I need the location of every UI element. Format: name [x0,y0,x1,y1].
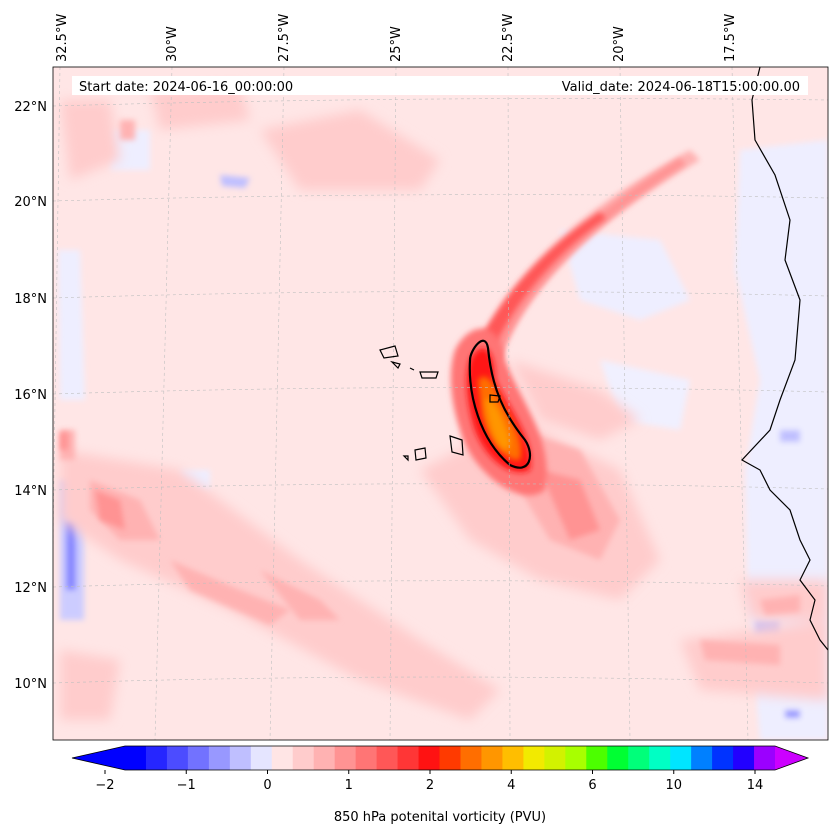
pv-moderate-positive-2 [60,432,600,540]
colorbar-swatch [754,746,776,770]
map-panel: Start date: 2024-06-16_00:00:00 Valid_da… [53,67,828,740]
colorbar-swatch [670,746,692,770]
valid-date-label: Valid_date: 2024-06-18T15:00:00.00 [562,80,800,95]
colorbar-swatch [229,746,252,770]
island-fogo [414,447,427,461]
colorbar-swatch [523,746,545,770]
colorbar-swatch [208,746,231,770]
colorbar-tick-label: 2 [426,778,434,793]
pv-cyclone-core [450,328,547,496]
colorbar-swatch [334,746,357,770]
colorbar-tick-label: 1 [345,778,353,793]
colorbar-tick-label: 0 [263,778,271,793]
lon-label-1: 32.5°W [55,14,70,62]
colorbar-tick-label: −1 [177,778,196,793]
colorbar-swatch [439,746,461,770]
colorbar-swatch [397,746,420,770]
colorbar-swatch [607,746,629,770]
colorbar-swatch [481,746,503,770]
colorbar-swatch [544,746,566,770]
colorbar-tick-label: −2 [95,778,114,793]
island-santo-antao [379,345,399,359]
island-brava [402,455,409,462]
african-coastline [741,67,828,651]
colorbar-label: 850 hPa potenital vorticity (PVU) [334,810,546,825]
lon-label-7: 17.5°W [723,14,738,62]
island-boa-vista [489,394,501,403]
lat-labels: 22°N 20°N 18°N 16°N 14°N 12°N 10°N [14,100,47,692]
island-sao-vicente [390,360,401,370]
lon-labels: 32.5°W 30°W 27.5°W 25°W 22.5°W 20°W 17.5… [55,14,738,62]
graticule [53,67,828,740]
colorbar-swatch [166,746,189,770]
colorbar: −2 −1 0 1 2 4 6 10 14 [71,745,810,793]
colorbar-swatch [712,746,734,770]
colorbar-tick-label: 10 [665,778,682,793]
island-sao-nicolau [419,371,439,379]
colorbar-swatch [691,746,713,770]
colorbar-outline [71,745,810,771]
coastlines [379,67,828,651]
colorbar-swatch [733,746,755,770]
lon-label-6: 20°W [612,26,627,62]
lat-label-4: 16°N [14,388,47,403]
colorbar-tick-label: 14 [747,778,764,793]
colorbar-swatch [250,746,273,770]
colorbar-swatch [125,746,147,770]
colorbar-tick-label: 6 [588,778,596,793]
colorbar-swatch [376,746,399,770]
colorbar-swatch [355,746,378,770]
lon-label-3: 27.5°W [277,14,292,62]
colorbar-swatch [187,746,210,770]
pv-contour-line [468,339,532,469]
info-strip [72,76,808,95]
colorbar-swatch [145,746,168,770]
lat-label-1: 22°N [14,100,47,115]
colorbar-swatch [313,746,336,770]
lat-label-2: 20°N [14,195,47,210]
colorbar-swatch [418,746,441,770]
lon-label-5: 22.5°W [501,14,516,62]
colorbar-swatch [565,746,587,770]
colorbar-swatch [460,746,482,770]
colorbar-swatch [292,746,315,770]
lat-label-6: 12°N [14,581,47,596]
island-santiago [449,435,464,456]
start-date-label: Start date: 2024-06-16_00:00:00 [79,80,293,95]
colorbar-swatch [586,746,608,770]
colorbar-over-arrow [775,746,808,770]
colorbar-swatch [628,746,650,770]
lon-label-2: 30°W [165,26,180,62]
island-santa-luzia [409,367,415,371]
colorbar-tick-label: 4 [507,778,515,793]
map-background [53,67,828,740]
colorbar-under-arrow [72,746,125,770]
lat-label-3: 18°N [14,292,47,307]
lat-label-5: 14°N [14,484,47,499]
lon-label-4: 25°W [389,26,404,62]
colorbar-swatch [649,746,671,770]
colorbar-swatch [502,746,524,770]
map-frame [52,66,829,741]
colorbar-swatch [271,746,294,770]
lat-label-7: 10°N [14,677,47,692]
